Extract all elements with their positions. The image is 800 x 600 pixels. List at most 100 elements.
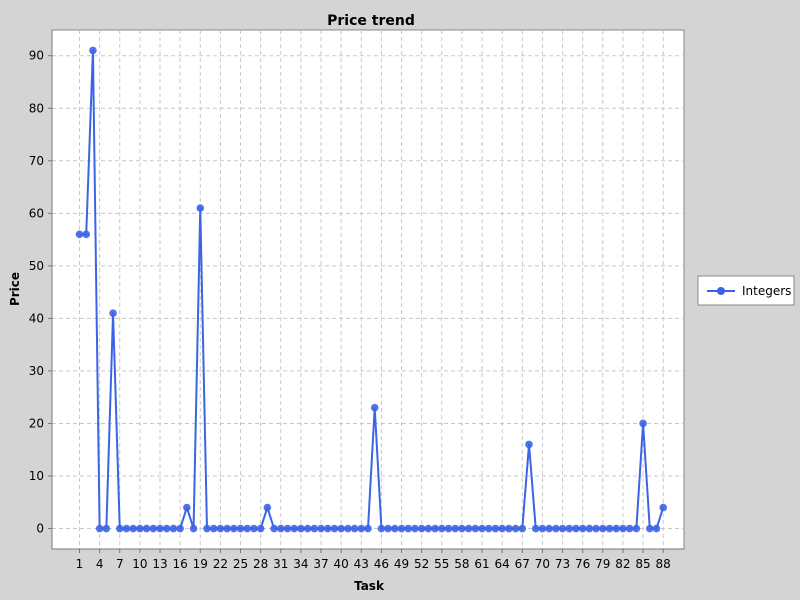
data-point bbox=[464, 524, 473, 533]
legend-series-label: Integers bbox=[742, 284, 791, 298]
data-point bbox=[538, 524, 547, 533]
data-point bbox=[377, 524, 386, 533]
x-tick-label: 1 bbox=[76, 557, 84, 571]
data-point bbox=[578, 524, 587, 533]
y-tick-label: 80 bbox=[29, 101, 44, 115]
data-point bbox=[525, 440, 533, 449]
x-tick-label: 16 bbox=[173, 557, 188, 571]
data-point bbox=[169, 524, 178, 533]
data-point bbox=[216, 524, 225, 533]
data-point bbox=[82, 230, 91, 239]
data-point bbox=[417, 524, 426, 533]
x-tick-label: 79 bbox=[595, 557, 610, 571]
data-point bbox=[645, 524, 654, 533]
y-tick-label: 90 bbox=[29, 49, 44, 63]
data-point bbox=[364, 524, 372, 533]
data-point bbox=[250, 524, 258, 533]
y-axis-label: Price bbox=[8, 272, 22, 306]
plot-area bbox=[51, 29, 685, 550]
x-tick-label: 70 bbox=[535, 557, 550, 571]
data-point bbox=[122, 524, 131, 533]
x-tick-label: 76 bbox=[575, 557, 590, 571]
data-point bbox=[115, 524, 124, 533]
x-tick-label: 37 bbox=[313, 557, 328, 571]
data-point bbox=[397, 524, 406, 533]
data-point bbox=[350, 524, 359, 533]
data-point bbox=[223, 524, 231, 533]
data-point bbox=[458, 524, 466, 533]
data-point bbox=[605, 524, 614, 533]
x-tick-label: 58 bbox=[454, 557, 469, 571]
data-point bbox=[404, 524, 413, 533]
y-tick-label: 50 bbox=[29, 259, 44, 273]
x-tick-label: 67 bbox=[515, 557, 530, 571]
y-tick-label: 70 bbox=[29, 154, 44, 168]
data-point bbox=[156, 524, 164, 533]
y-tick-label: 10 bbox=[29, 469, 44, 483]
x-tick-label: 43 bbox=[354, 557, 369, 571]
x-tick-label: 4 bbox=[96, 557, 104, 571]
data-point bbox=[89, 46, 97, 55]
data-point bbox=[612, 524, 621, 533]
data-point bbox=[176, 524, 184, 533]
axes bbox=[51, 30, 684, 550]
data-point bbox=[659, 503, 668, 512]
x-tick-label: 85 bbox=[635, 557, 650, 571]
data-point bbox=[196, 204, 205, 212]
data-point bbox=[303, 524, 312, 533]
data-point bbox=[545, 524, 553, 533]
x-tick-label: 34 bbox=[293, 557, 308, 571]
x-tick-label: 52 bbox=[414, 557, 429, 571]
data-point bbox=[297, 524, 305, 533]
data-point bbox=[209, 524, 218, 533]
data-point bbox=[471, 524, 480, 533]
data-point bbox=[451, 524, 460, 533]
x-tick-label: 61 bbox=[474, 557, 489, 571]
data-point bbox=[75, 230, 84, 239]
data-point bbox=[330, 524, 339, 533]
x-tick-label: 31 bbox=[273, 557, 288, 571]
data-point bbox=[310, 524, 319, 533]
x-tick-label: 28 bbox=[253, 557, 268, 571]
data-point bbox=[565, 524, 574, 533]
data-point bbox=[639, 419, 647, 428]
data-point bbox=[290, 524, 298, 533]
x-tick-label: 7 bbox=[116, 557, 124, 571]
data-point bbox=[189, 524, 198, 533]
x-tick-label: 73 bbox=[555, 557, 570, 571]
data-point bbox=[230, 524, 238, 533]
series bbox=[75, 46, 668, 533]
y-tick-label: 20 bbox=[29, 416, 44, 430]
data-point bbox=[323, 524, 332, 533]
data-point bbox=[511, 524, 520, 533]
x-tick-label: 55 bbox=[434, 557, 449, 571]
data-point bbox=[391, 524, 399, 533]
data-point bbox=[424, 524, 433, 533]
data-point bbox=[236, 524, 245, 533]
x-tick-label: 25 bbox=[233, 557, 248, 571]
x-tick-label: 46 bbox=[374, 557, 389, 571]
data-point bbox=[652, 524, 661, 533]
x-tick-label: 49 bbox=[394, 557, 409, 571]
data-point bbox=[438, 524, 446, 533]
chart-title: Price trend bbox=[327, 13, 415, 29]
x-tick-label: 19 bbox=[193, 557, 208, 571]
data-point bbox=[276, 524, 285, 533]
data-point bbox=[344, 524, 352, 533]
y-tick-label: 40 bbox=[29, 311, 44, 325]
data-point bbox=[270, 524, 278, 533]
data-point bbox=[498, 524, 506, 533]
data-point bbox=[505, 524, 513, 533]
x-tick-label: 64 bbox=[495, 557, 510, 571]
data-point bbox=[129, 524, 137, 533]
x-tick-label: 82 bbox=[615, 557, 630, 571]
legend-series-marker bbox=[717, 287, 725, 295]
data-point bbox=[431, 524, 439, 533]
data-point bbox=[478, 524, 486, 533]
legend: Integers bbox=[697, 275, 795, 306]
data-point bbox=[558, 524, 567, 533]
data-point bbox=[370, 403, 379, 412]
x-tick-label: 22 bbox=[213, 557, 228, 571]
data-point bbox=[136, 524, 144, 533]
data-point bbox=[384, 524, 392, 533]
